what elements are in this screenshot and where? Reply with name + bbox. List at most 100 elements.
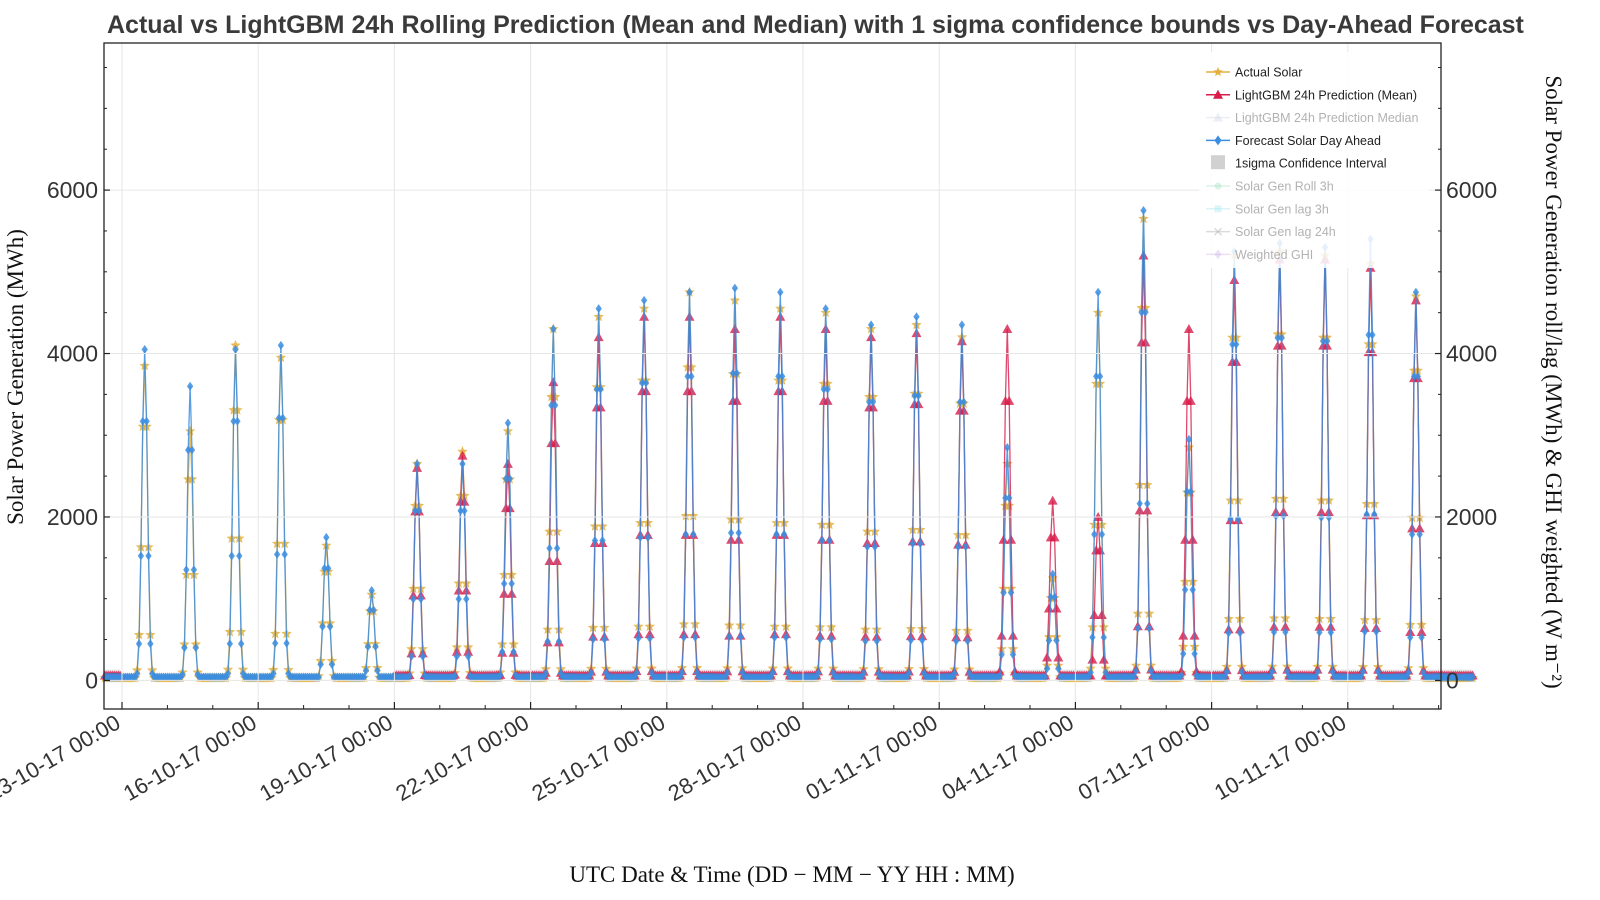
series-forecast-day-ahead-marker [1229, 339, 1236, 349]
series-forecast-day-ahead-marker [1280, 511, 1287, 521]
series-forecast-day-ahead-marker [1189, 585, 1196, 595]
series-forecast-day-ahead-marker [1416, 529, 1423, 539]
legend-label: Forecast Solar Day Ahead [1235, 134, 1381, 148]
series-forecast-day-ahead-marker [465, 651, 472, 661]
series-forecast-day-ahead-marker [1272, 511, 1280, 521]
series-forecast-day-ahead-marker [771, 632, 778, 642]
series-forecast-day-ahead-marker [1320, 336, 1327, 346]
series-forecast-day-ahead-marker [1412, 287, 1420, 297]
series-forecast-day-ahead-marker [1053, 635, 1060, 645]
series-forecast-day-ahead-marker [860, 668, 867, 678]
series-forecast-day-ahead-marker [1002, 493, 1009, 503]
legend-label: LightGBM 24h Prediction Median [1235, 111, 1418, 125]
series-forecast-day-ahead-marker [1138, 307, 1145, 317]
series-forecast-day-ahead-marker [951, 668, 958, 678]
confidence-band [105, 249, 1473, 682]
series-lightgbm-mean-marker [502, 458, 513, 468]
series-forecast-day-ahead-marker [230, 416, 237, 426]
x-tick-label: 07-11-17 00:00 [1074, 710, 1214, 805]
series-forecast-day-ahead-marker [1006, 493, 1013, 503]
series-forecast-day-ahead-marker [1369, 330, 1376, 340]
series-forecast-day-ahead-marker [779, 371, 786, 381]
series-forecast-day-ahead-marker [188, 445, 196, 455]
series-forecast-day-ahead-marker [192, 643, 199, 653]
series-forecast-day-ahead-marker [1055, 664, 1062, 674]
y-axis-label: Solar Power Generation (MWh) [3, 229, 28, 525]
series-forecast-day-ahead-marker [453, 651, 460, 661]
series-lightgbm-mean-line [105, 255, 1473, 677]
legend-marker [1213, 89, 1223, 99]
x-tick-label: 04-11-17 00:00 [938, 710, 1078, 805]
series-actual-solar-marker [184, 425, 196, 436]
series-forecast-day-ahead-marker [1414, 371, 1421, 381]
series-forecast-day-ahead-marker [270, 669, 277, 679]
series-forecast-day-ahead-marker [597, 384, 604, 394]
series-forecast-day-ahead-marker [544, 636, 551, 646]
series-forecast-day-ahead-marker [326, 622, 334, 632]
series-forecast-day-ahead-marker [139, 416, 146, 426]
series-forecast-day-ahead-marker [1325, 512, 1333, 522]
series-forecast-day-ahead-marker [552, 400, 559, 410]
series-forecast-day-ahead-marker [1329, 667, 1336, 677]
series-forecast-day-ahead-marker [325, 563, 332, 573]
series-lightgbm-mean-marker [1089, 609, 1100, 619]
series-forecast-day-ahead-marker [692, 632, 699, 642]
series-forecast-day-ahead-marker [1051, 592, 1058, 602]
series-forecast-day-ahead-marker [814, 668, 822, 678]
series-forecast-day-ahead-marker [1410, 371, 1418, 381]
series-forecast-day-ahead-marker [915, 391, 922, 401]
series-forecast-day-ahead-marker [366, 605, 373, 615]
series-forecast-day-ahead-marker [864, 542, 871, 552]
series-lightgbm-mean-marker [548, 377, 559, 387]
legend-box [1199, 52, 1429, 268]
series-forecast-day-ahead-marker [777, 287, 784, 297]
y2-axis-label: Solar Power Generation roll/lag (MWh) & … [1541, 75, 1566, 688]
series-forecast-day-ahead-marker [508, 579, 515, 589]
legend-label: Solar Gen lag 24h [1235, 225, 1336, 239]
series-forecast-day-ahead-marker [145, 551, 152, 561]
series-forecast-day-ahead-marker [1178, 671, 1185, 681]
y2-tick-label: 2000 [1446, 504, 1497, 530]
series-forecast-day-ahead-marker [234, 416, 241, 426]
series-forecast-day-ahead-marker [1363, 509, 1370, 519]
series-forecast-day-ahead-marker [1094, 287, 1102, 297]
series-forecast-day-ahead-marker [820, 384, 827, 394]
series-lightgbm-mean-marker [1087, 654, 1098, 664]
series-lightgbm-mean-marker [1042, 652, 1053, 662]
x-tick-label: 25-10-17 00:00 [528, 710, 670, 806]
series-lightgbm-mean-marker [593, 332, 604, 342]
x-tick-label: 13-10-17 00:00 [0, 710, 124, 806]
series-forecast-day-ahead-marker [1089, 632, 1096, 642]
legend-marker [1213, 67, 1223, 76]
series-forecast-day-ahead-marker [1185, 434, 1193, 444]
series-forecast-day-ahead-marker [824, 384, 831, 394]
series-forecast-day-ahead-marker [149, 669, 156, 679]
series-forecast-day-ahead-marker [917, 539, 924, 549]
series-forecast-day-ahead-marker [822, 304, 829, 314]
series-forecast-day-ahead-marker [461, 506, 468, 516]
series-lightgbm-mean-marker [998, 534, 1009, 544]
series-forecast-day-ahead-marker [684, 371, 691, 381]
series-forecast-day-ahead-marker [183, 565, 190, 575]
y-tick-label: 6000 [47, 177, 98, 203]
series-forecast-day-ahead-marker [646, 633, 653, 643]
series-forecast-day-ahead-marker [911, 391, 918, 401]
series-forecast-day-ahead-marker [998, 650, 1005, 660]
series-forecast-day-ahead-marker [996, 671, 1003, 681]
series-forecast-day-ahead-marker [236, 551, 243, 561]
series-forecast-day-ahead-marker [328, 660, 336, 670]
series-forecast-day-ahead-marker [283, 638, 290, 648]
series-forecast-day-ahead-marker [177, 672, 184, 682]
series-forecast-day-ahead-marker [238, 639, 245, 649]
series-forecast-day-ahead-marker [555, 636, 563, 646]
series-forecast-day-ahead-marker [133, 669, 141, 679]
series-forecast-day-ahead-marker [499, 647, 506, 657]
series-forecast-day-ahead-marker [1408, 529, 1416, 539]
series-forecast-day-ahead-marker [1096, 371, 1104, 381]
series-lightgbm-mean-marker [1138, 250, 1149, 260]
series-lightgbm-mean-marker [1180, 534, 1191, 544]
series-forecast-day-ahead-marker [1316, 627, 1323, 637]
series-forecast-day-ahead-marker [637, 532, 644, 542]
series-forecast-day-ahead-marker [179, 670, 186, 680]
series-forecast-day-ahead-marker [775, 371, 782, 381]
